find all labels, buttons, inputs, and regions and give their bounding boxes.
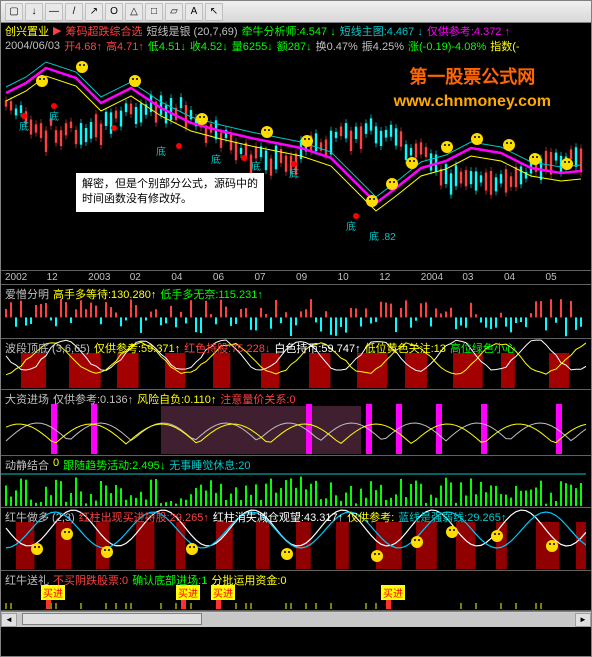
smiley-marker bbox=[411, 536, 423, 548]
smiley-marker bbox=[61, 528, 73, 540]
smiley-marker bbox=[546, 540, 558, 552]
toolbar: ▢↓—/↗O△□▱A↖ bbox=[1, 1, 591, 23]
header-ohlc: 2004/06/03开4.68↑高4.71↑低4.51↓收4.52↓量6255↓… bbox=[1, 38, 591, 53]
tool-btn[interactable]: A bbox=[185, 3, 203, 21]
bottom-label: 底 bbox=[211, 151, 221, 166]
horizontal-scrollbar[interactable]: ◄ ► bbox=[1, 611, 591, 627]
panel-hongniu-duo[interactable]: 红牛做多 (2,3)红柱出现买进持股:29.265↑红柱消失减仓观望:43.31… bbox=[1, 508, 591, 571]
tool-btn[interactable]: O bbox=[105, 3, 123, 21]
smiley-marker bbox=[366, 195, 378, 207]
panel-dongjing[interactable]: 动静结合0跟随趋势活动:2.495↓无事睡觉休息:20 bbox=[1, 456, 591, 508]
main-price-chart[interactable]: 第一股票公式网 www.chnmoney.com 解密，但是个别部分公式，源码中… bbox=[1, 53, 591, 271]
scroll-thumb[interactable] bbox=[22, 613, 202, 625]
time-axis: 2002122003020406070910122004030405 bbox=[1, 271, 591, 285]
tool-btn[interactable]: □ bbox=[145, 3, 163, 21]
bottom-label: 底 bbox=[19, 118, 29, 133]
smiley-marker bbox=[406, 157, 418, 169]
smiley-marker bbox=[186, 543, 198, 555]
smiley-marker bbox=[529, 153, 541, 165]
bottom-label: 底 .82 bbox=[369, 228, 396, 243]
smiley-marker bbox=[36, 75, 48, 87]
smiley-marker bbox=[446, 526, 458, 538]
tool-btn[interactable]: ↗ bbox=[85, 3, 103, 21]
annotation-textbox: 解密，但是个别部分公式，源码中的 时间函数没有修改好。 bbox=[76, 173, 264, 212]
bottom-dot bbox=[176, 143, 182, 149]
header-stock-info: 创兴置业▶筹码超跌综合选短线是银 (20,7,69)牵牛分析师:4.547 ↓短… bbox=[1, 23, 591, 38]
watermark-url: www.chnmoney.com bbox=[394, 93, 551, 111]
scroll-left-button[interactable]: ◄ bbox=[1, 613, 17, 627]
tool-btn[interactable]: / bbox=[65, 3, 83, 21]
smiley-marker bbox=[371, 550, 383, 562]
tool-btn[interactable]: ▢ bbox=[5, 3, 23, 21]
scroll-right-button[interactable]: ► bbox=[575, 613, 591, 627]
panel-dazi[interactable]: 大资进场仅供参考:0.136↑风险自负:0.110↑注意量价关系:0 bbox=[1, 390, 591, 456]
tool-btn[interactable]: ▱ bbox=[165, 3, 183, 21]
tool-btn[interactable]: ↓ bbox=[25, 3, 43, 21]
smiley-marker bbox=[301, 135, 313, 147]
smiley-marker bbox=[261, 126, 273, 138]
tool-btn[interactable]: — bbox=[45, 3, 63, 21]
smiley-marker bbox=[101, 546, 113, 558]
smiley-marker bbox=[471, 133, 483, 145]
bottom-label: 底 bbox=[289, 165, 299, 180]
smiley-marker bbox=[196, 113, 208, 125]
bottom-label: 底 bbox=[346, 218, 356, 233]
panel-hongniu-songli[interactable]: 红牛送礼不买阴跌股票:0确认底部进场:1分批运用资金:0买进买进买进买进 bbox=[1, 571, 591, 611]
smiley-marker bbox=[31, 543, 43, 555]
smiley-marker bbox=[386, 178, 398, 190]
panel-boduan[interactable]: 波段顶底 (3,6,65)仅供参考:59.371↑红色持股:75.228↓白色持… bbox=[1, 339, 591, 390]
smiley-marker bbox=[561, 158, 573, 170]
bottom-dot bbox=[241, 155, 247, 161]
watermark: 第一股票公式网 www.chnmoney.com bbox=[394, 63, 551, 111]
smiley-marker bbox=[76, 61, 88, 73]
smiley-marker bbox=[281, 548, 293, 560]
smiley-marker bbox=[441, 141, 453, 153]
smiley-marker bbox=[503, 139, 515, 151]
bottom-label: 底 bbox=[156, 143, 166, 158]
tool-btn[interactable]: △ bbox=[125, 3, 143, 21]
smiley-marker bbox=[491, 530, 503, 542]
tool-btn[interactable]: ↖ bbox=[205, 3, 223, 21]
bottom-label: 底 bbox=[251, 158, 261, 173]
bottom-label: 底 bbox=[49, 108, 59, 123]
bottom-dot bbox=[111, 125, 117, 131]
panel-aizheng[interactable]: 爱憎分明高手多等待:130.280↑低手多无奈:115.231↑ bbox=[1, 285, 591, 339]
buy-marker: 买进 bbox=[381, 585, 405, 600]
scroll-track[interactable] bbox=[17, 613, 575, 627]
watermark-title: 第一股票公式网 bbox=[394, 63, 551, 89]
smiley-marker bbox=[129, 75, 141, 87]
